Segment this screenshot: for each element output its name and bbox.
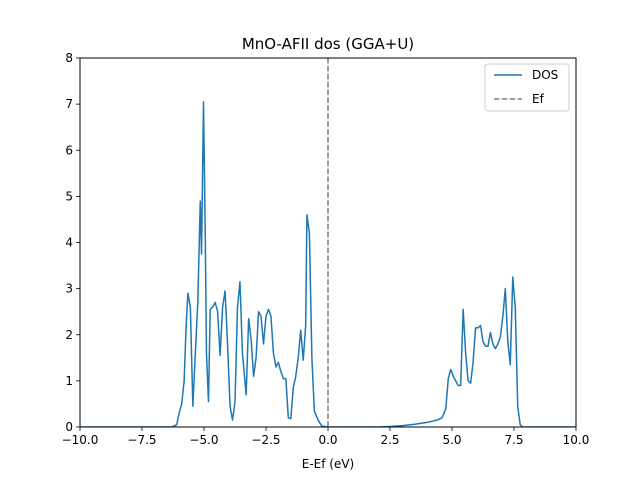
x-axis-label: E-Ef (eV) — [302, 457, 355, 471]
y-tick-label: 7 — [65, 97, 73, 111]
y-tick-label: 2 — [65, 328, 73, 342]
legend: DOS Ef — [484, 63, 570, 112]
y-tick-label: 1 — [65, 374, 73, 388]
dos-series-line — [80, 101, 576, 427]
plot-area — [80, 58, 576, 427]
x-tick-label: 0.0 — [318, 433, 337, 447]
y-tick-label: 3 — [65, 282, 73, 296]
x-tick-label: −7.5 — [127, 433, 156, 447]
y-tick-label: 0 — [65, 420, 73, 434]
legend-dos-label: DOS — [532, 68, 558, 82]
x-tick-label: −5.0 — [189, 433, 218, 447]
legend-ef-label: Ef — [532, 92, 545, 106]
x-tick-label: 7.5 — [504, 433, 523, 447]
y-tick-label: 8 — [65, 51, 73, 65]
x-tick-label: 10.0 — [563, 433, 590, 447]
y-tick-label: 5 — [65, 189, 73, 203]
x-tick-label: 5.0 — [442, 433, 461, 447]
y-tick-label: 6 — [65, 143, 73, 157]
x-tick-label: 2.5 — [380, 433, 399, 447]
chart-title: MnO-AFII dos (GGA+U) — [242, 35, 414, 53]
x-axis: −10.0 −7.5 −5.0 −2.5 0.0 2.5 5.0 7.5 10.0 — [62, 427, 590, 447]
y-axis: 0 1 2 3 4 5 6 7 8 — [65, 51, 80, 434]
x-tick-label: −2.5 — [251, 433, 280, 447]
x-tick-label: −10.0 — [62, 433, 99, 447]
y-tick-label: 4 — [65, 236, 73, 250]
